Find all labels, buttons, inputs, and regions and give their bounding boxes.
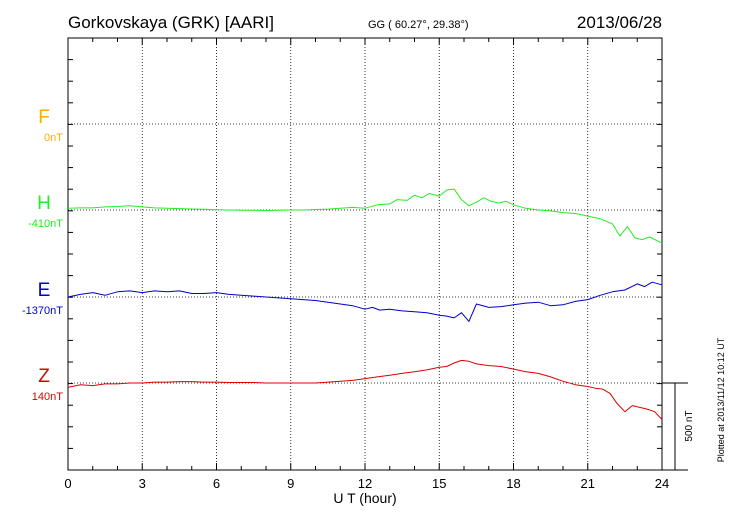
x-tick-label-7: 21 xyxy=(581,476,595,491)
x-axis-label: U T (hour) xyxy=(333,490,396,506)
x-tick-label-8: 24 xyxy=(655,476,669,491)
x-tick-label-2: 6 xyxy=(213,476,220,491)
channel-baseline-Z: 140nT xyxy=(32,391,63,403)
channel-labels: F 0nT H -410nT E -1370nT Z 140nT xyxy=(22,107,63,403)
plot-grid xyxy=(68,38,662,470)
station-coordinates: GG ( 60.27°, 29.38°) xyxy=(368,19,469,31)
channel-baseline-F: 0nT xyxy=(44,132,63,144)
scale-bar-label: 500 nT xyxy=(684,410,695,441)
channel-baseline-H: -410nT xyxy=(28,218,63,230)
series-line-E xyxy=(67,281,663,322)
plotted-timestamp: Plotted at 2013/11/12 10:12 UT xyxy=(716,337,726,462)
x-tick-label-5: 15 xyxy=(432,476,446,491)
chart-title: Gorkovskaya (GRK) [AARI] xyxy=(68,13,274,32)
x-tick-label-6: 18 xyxy=(506,476,520,491)
x-tick-label-3: 9 xyxy=(287,476,294,491)
channel-name-E: E xyxy=(38,280,51,301)
x-axis-ticks xyxy=(67,38,663,470)
channel-name-H: H xyxy=(37,193,51,214)
scale-bar: 500 nT xyxy=(662,382,695,471)
x-tick-label-0: 0 xyxy=(64,476,71,491)
x-tick-label-4: 12 xyxy=(358,476,372,491)
series-line-Z xyxy=(67,359,663,420)
channel-name-Z: Z xyxy=(38,366,50,387)
channel-name-F: F xyxy=(38,107,50,128)
chart-date: 2013/06/28 xyxy=(577,13,662,32)
x-tick-label-1: 3 xyxy=(139,476,146,491)
series-line-H xyxy=(67,188,663,244)
series-lines xyxy=(67,188,663,420)
x-axis-tick-labels: 0 3 6 9 12 15 18 21 24 xyxy=(64,476,669,491)
channel-baseline-E: -1370nT xyxy=(22,305,63,317)
